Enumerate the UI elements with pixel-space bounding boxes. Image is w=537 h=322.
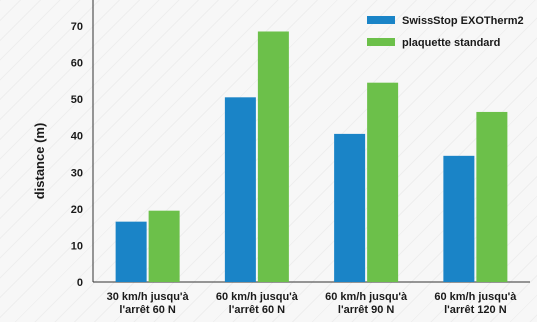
y-tick-label: 70 xyxy=(71,21,83,33)
legend-swatch xyxy=(367,16,395,24)
y-tick-label: 30 xyxy=(71,167,83,179)
x-category-label: l'arrêt 60 N xyxy=(229,304,285,316)
bar xyxy=(443,155,475,282)
y-tick-label: 0 xyxy=(77,277,83,289)
legend-swatch xyxy=(367,38,395,46)
y-axis-title: distance (m) xyxy=(32,123,47,200)
x-category-label: 30 km/h jusqu'à xyxy=(107,291,190,303)
bar xyxy=(224,97,256,282)
legend-label: plaquette standard xyxy=(402,37,500,49)
bar xyxy=(367,82,399,282)
bar xyxy=(257,31,289,282)
y-tick-label: 10 xyxy=(71,240,83,252)
bar xyxy=(148,210,180,282)
y-tick-label: 60 xyxy=(71,58,83,70)
y-tick-label: 20 xyxy=(71,204,83,216)
bar xyxy=(476,111,508,282)
y-tick-label: 40 xyxy=(71,131,83,143)
bar xyxy=(334,133,366,282)
x-category-label: 60 km/h jusqu'à xyxy=(434,291,517,303)
y-tick-label: 50 xyxy=(71,94,83,106)
x-category-label: l'arrêt 120 N xyxy=(444,304,507,316)
x-category-label: 60 km/h jusqu'à xyxy=(216,291,299,303)
x-category-label: 60 km/h jusqu'à xyxy=(325,291,408,303)
x-category-label: l'arrêt 60 N xyxy=(119,304,175,316)
legend-label: SwissStop EXOTherm2 xyxy=(402,15,524,27)
x-category-label: l'arrêt 90 N xyxy=(338,304,394,316)
bar xyxy=(115,221,147,282)
